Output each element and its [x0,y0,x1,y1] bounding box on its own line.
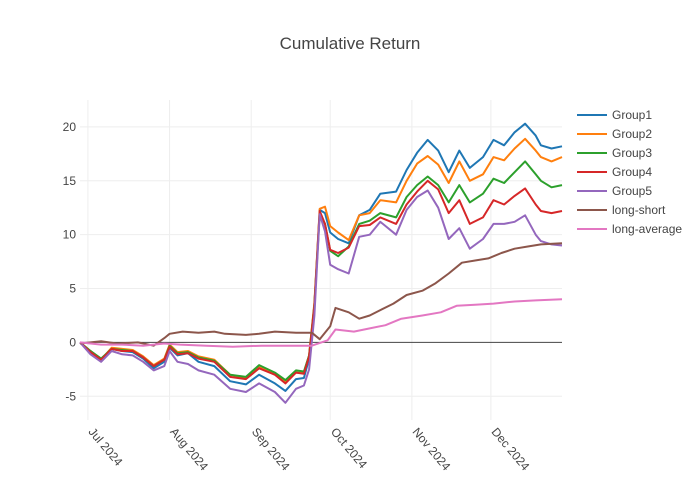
x-tick-label: Nov 2024 [410,425,454,474]
x-axis-ticks: Jul 2024 Aug 2024 Sep 2024 Oct 2024 Nov 2024… [86,425,533,474]
y-tick-label: 20 [63,120,77,134]
legend-item-Group1[interactable]: Group1 [577,108,652,122]
series-lines [79,122,563,404]
x-tick-label: Jul 2024 [86,425,126,469]
y-tick-label: 0 [69,335,76,349]
y-tick-label: 5 [69,282,76,296]
legend-item-Group3[interactable]: Group3 [577,146,652,160]
series-line-long-short [79,242,563,347]
x-tick-label: Aug 2024 [167,425,211,474]
legend-label: Group2 [612,127,652,141]
legend-label: Group1 [612,108,652,122]
legend-label: Group5 [612,184,652,198]
legend-item-long-average[interactable]: long-average [577,222,682,236]
chart-title: Cumulative Return [279,34,421,53]
legend[interactable]: Group1 Group2 Group3 Group4 Group5 long-short… [577,108,682,236]
x-tick-label: Dec 2024 [489,425,533,474]
series-line-Group5 [79,189,563,404]
legend-label: long-average [612,222,682,236]
legend-item-Group4[interactable]: Group4 [577,165,652,179]
y-tick-label: 15 [63,174,77,188]
x-tick-label: Oct 2024 [328,425,370,472]
legend-label: long-short [612,203,666,217]
y-tick-label: 10 [63,228,77,242]
legend-item-long-short[interactable]: long-short [577,203,666,217]
y-tick-label: -5 [65,389,76,403]
legend-item-Group2[interactable]: Group2 [577,127,652,141]
x-tick-label: Sep 2024 [249,425,293,474]
series-line-long-average [79,298,563,348]
legend-label: Group3 [612,146,652,160]
legend-label: Group4 [612,165,652,179]
y-axis-ticks: -5 0 5 10 15 20 [63,120,77,403]
series-line-Group3 [79,160,563,382]
series-line-Group1 [79,122,563,392]
series-line-Group4 [79,179,563,385]
legend-item-Group5[interactable]: Group5 [577,184,652,198]
